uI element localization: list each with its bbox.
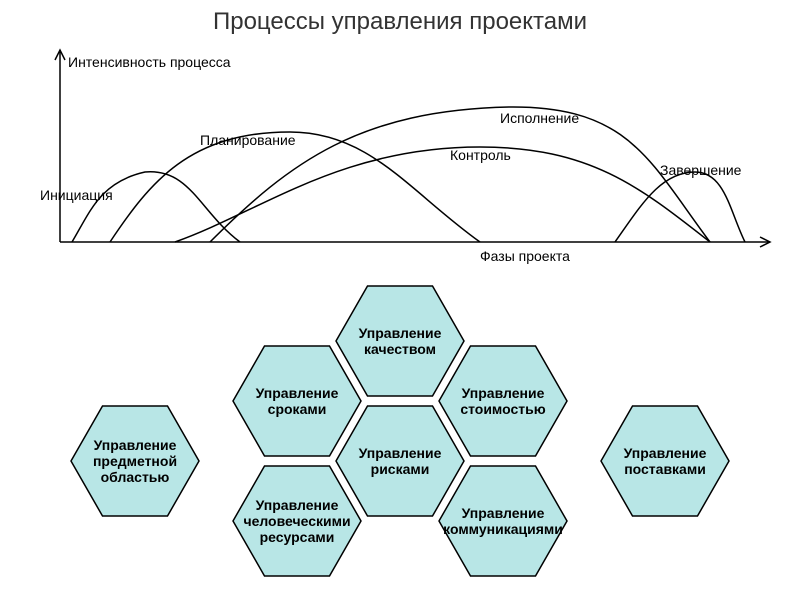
hex-label: Управление поставками bbox=[600, 405, 730, 517]
hex-label: Управление коммуникациями bbox=[438, 465, 568, 577]
x-axis-label: Фазы проекта bbox=[480, 248, 570, 264]
hex-procure: Управление поставками bbox=[600, 405, 730, 517]
process-intensity-chart: Интенсивность процесса Фазы проекта Иниц… bbox=[10, 42, 790, 272]
curve-label-planning: Планирование bbox=[200, 132, 296, 148]
page-title: Процессы управления проектами bbox=[0, 8, 800, 36]
curve-label-execution: Исполнение bbox=[500, 110, 579, 126]
hex-label: Управление предметной областью bbox=[70, 405, 200, 517]
curve-label-initiation: Инициация bbox=[40, 187, 113, 203]
knowledge-areas-hexgrid: Управление качествомУправление срокамиУп… bbox=[0, 285, 800, 595]
curve-label-control: Контроль bbox=[450, 147, 511, 163]
curve-label-closing: Завершение bbox=[660, 162, 741, 178]
hex-label: Управление человеческими ресурсами bbox=[232, 465, 362, 577]
chart-svg bbox=[10, 42, 790, 272]
y-axis-label: Интенсивность процесса bbox=[68, 54, 231, 70]
hex-scope: Управление предметной областью bbox=[70, 405, 200, 517]
hex-comm: Управление коммуникациями bbox=[438, 465, 568, 577]
hex-hr: Управление человеческими ресурсами bbox=[232, 465, 362, 577]
